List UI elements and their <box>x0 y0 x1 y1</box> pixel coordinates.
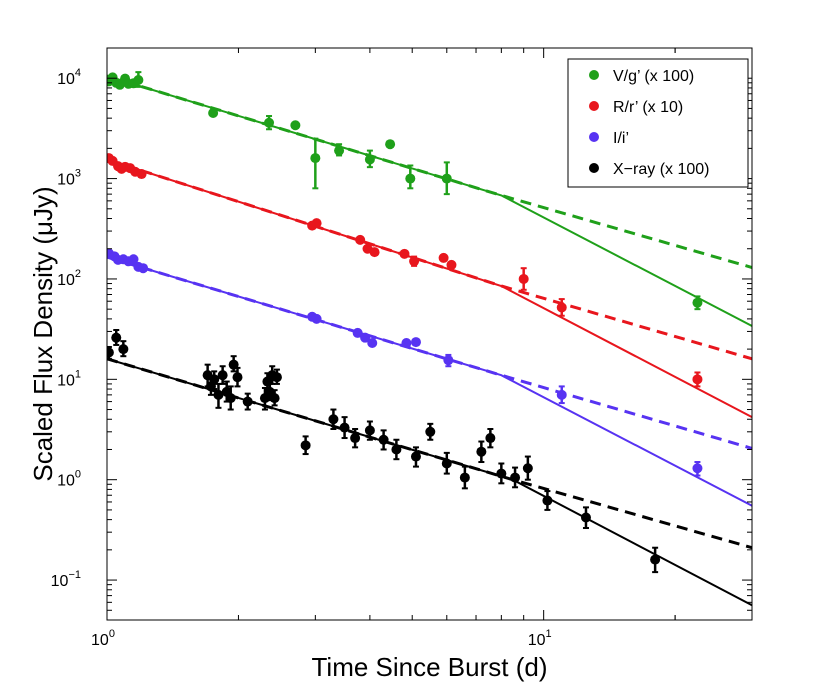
data-point <box>350 433 361 444</box>
model-solid-line <box>107 75 752 327</box>
data-point <box>650 554 661 565</box>
data-point <box>311 313 322 324</box>
data-point <box>692 463 703 474</box>
data-point <box>339 422 350 433</box>
data-point <box>496 468 507 479</box>
data-layer <box>107 71 752 607</box>
data-point <box>692 374 703 385</box>
data-point <box>290 120 301 131</box>
data-point <box>542 495 553 506</box>
data-point <box>355 234 366 245</box>
data-point <box>459 472 470 483</box>
data-point <box>399 248 410 259</box>
data-point <box>364 425 375 436</box>
data-point <box>409 256 420 267</box>
data-point <box>405 173 416 184</box>
model-dashed-line <box>107 74 752 269</box>
legend-label: X−ray (x 100) <box>613 161 709 178</box>
data-point <box>556 389 567 400</box>
data-point <box>485 433 496 444</box>
legend-marker <box>589 132 599 142</box>
y-tick-exponent: 4 <box>75 67 81 79</box>
data-point <box>334 145 345 156</box>
series-v <box>107 71 752 327</box>
data-point <box>208 108 219 119</box>
data-point <box>378 434 389 445</box>
x-tick-exponent: 1 <box>545 628 551 640</box>
data-point <box>369 247 380 258</box>
legend-label: V/g’ (x 100) <box>613 68 694 85</box>
data-point <box>352 327 363 338</box>
y-tick-exponent: −1 <box>68 569 81 581</box>
y-tick-exponent: 1 <box>75 368 81 380</box>
data-point <box>242 396 253 407</box>
data-point <box>118 344 129 355</box>
legend-marker <box>589 70 599 80</box>
plot-frame <box>106 47 753 621</box>
data-point <box>391 444 402 455</box>
data-point <box>441 458 452 469</box>
data-point <box>217 370 228 381</box>
data-point <box>360 332 371 343</box>
data-point <box>446 259 457 270</box>
data-point <box>107 347 114 358</box>
data-point <box>476 446 487 457</box>
legend: V/g’ (x 100) R/r’ (x 10) I/i’ X−ray (x 100) <box>567 58 749 188</box>
data-point <box>300 440 311 451</box>
data-point <box>410 337 421 348</box>
data-point <box>401 338 412 349</box>
y-tick-exponent: 0 <box>75 469 81 481</box>
model-dashed-line <box>107 255 752 450</box>
data-point <box>410 451 421 462</box>
data-point <box>111 332 122 343</box>
data-point <box>518 273 529 284</box>
legend-marker <box>589 101 599 111</box>
data-point <box>438 252 449 263</box>
data-point <box>232 372 243 383</box>
data-point <box>128 254 139 265</box>
legend-label: I/i’ <box>613 130 629 147</box>
data-point <box>425 426 436 437</box>
data-point <box>441 173 452 184</box>
data-point <box>580 512 591 523</box>
data-point <box>264 117 275 128</box>
model-solid-line <box>107 256 752 507</box>
data-point <box>364 154 375 165</box>
model-solid-line <box>107 158 752 418</box>
data-point <box>385 139 396 150</box>
data-point <box>522 463 533 474</box>
y-tick-exponent: 3 <box>75 168 81 180</box>
data-point <box>133 74 144 85</box>
data-point <box>310 153 321 164</box>
data-point <box>138 263 149 274</box>
data-point <box>443 355 454 366</box>
series-i <box>107 248 752 507</box>
data-point <box>367 338 378 349</box>
y-tick-exponent: 2 <box>75 268 81 280</box>
series-r <box>107 153 752 418</box>
data-point <box>328 414 339 425</box>
data-point <box>136 169 147 180</box>
legend-marker <box>589 163 599 173</box>
series-x−ray <box>107 329 752 607</box>
x-tick-exponent: 0 <box>109 628 115 640</box>
data-point <box>692 297 703 308</box>
data-point <box>510 472 521 483</box>
data-point <box>271 372 282 383</box>
legend-label: R/r’ (x 10) <box>613 99 683 116</box>
data-point <box>225 393 236 404</box>
x-axis-label: Time Since Burst (d) <box>312 652 548 682</box>
data-point <box>556 302 567 313</box>
data-point <box>209 374 220 385</box>
data-point <box>269 393 280 404</box>
data-point <box>311 218 322 229</box>
y-axis-label: Scaled Flux Density (μJy) <box>28 186 58 481</box>
data-point <box>213 389 224 400</box>
